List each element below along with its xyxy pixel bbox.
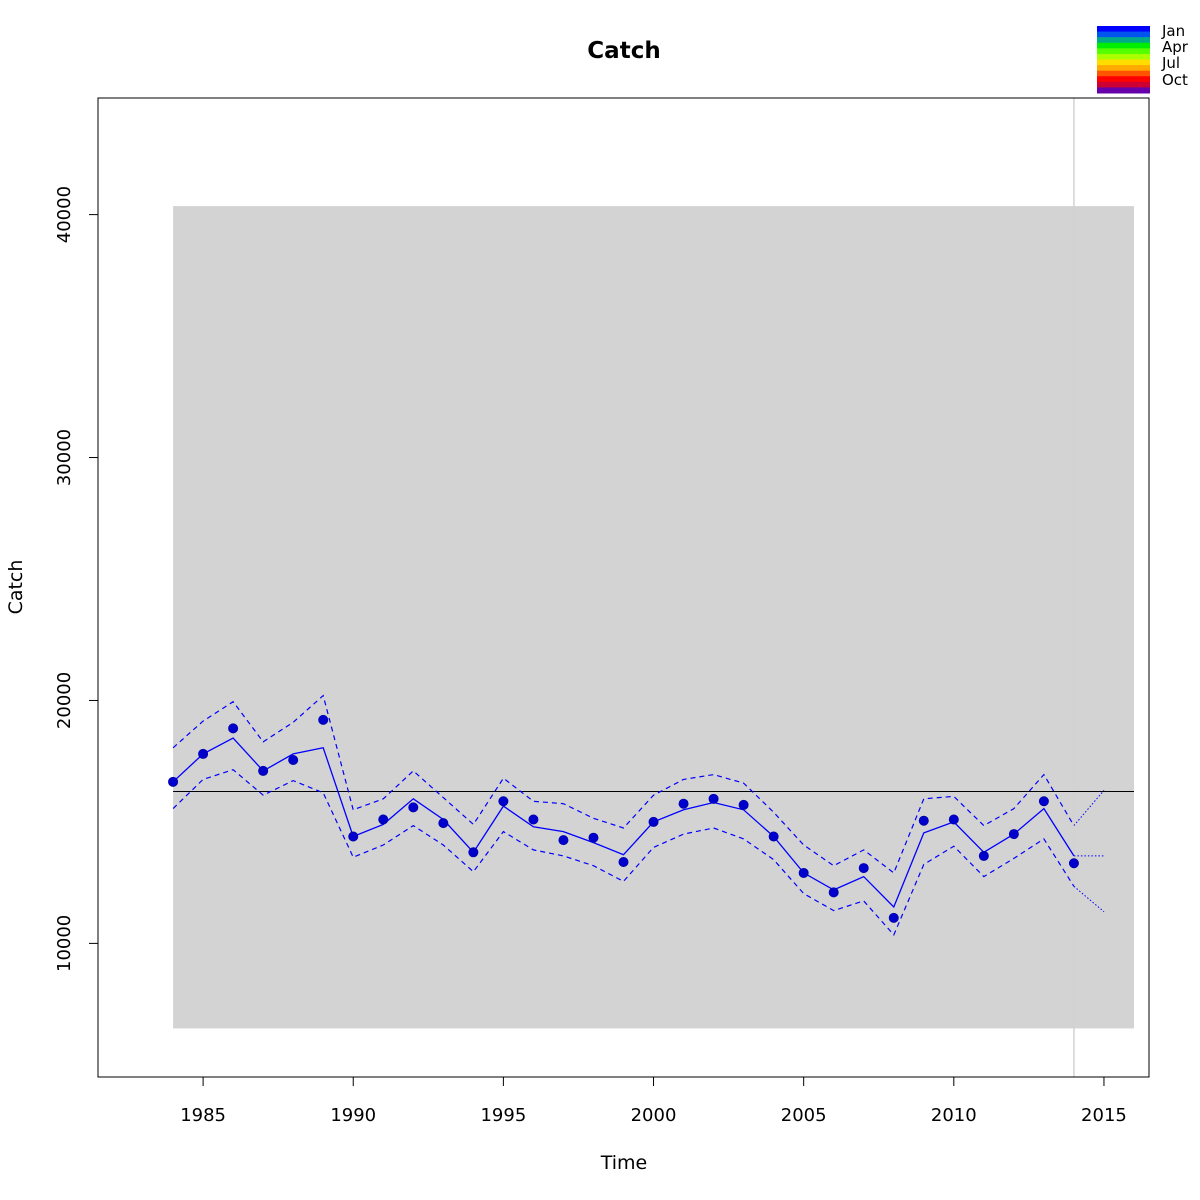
data-point bbox=[678, 798, 689, 809]
data-point bbox=[198, 748, 209, 759]
legend-label: Oct bbox=[1162, 71, 1188, 89]
x-tick-label: 1990 bbox=[330, 1105, 376, 1126]
y-tick-label: 40000 bbox=[54, 186, 75, 243]
data-point bbox=[738, 799, 749, 810]
x-tick-label: 1995 bbox=[480, 1105, 526, 1126]
legend-color-swatch bbox=[1097, 37, 1150, 44]
legend-color-swatch bbox=[1097, 53, 1150, 60]
legend-color-swatch bbox=[1097, 65, 1150, 72]
legend-color-swatch bbox=[1097, 48, 1150, 55]
y-tick-label: 20000 bbox=[54, 672, 75, 729]
y-axis-label: Catch bbox=[5, 560, 27, 615]
legend-color-swatch bbox=[1097, 26, 1150, 33]
x-tick-label: 1985 bbox=[180, 1105, 226, 1126]
data-point bbox=[588, 832, 599, 843]
lower-bound-line bbox=[172, 769, 1075, 937]
data-point bbox=[828, 887, 839, 898]
data-point bbox=[618, 857, 629, 868]
legend-color-swatch bbox=[1097, 42, 1150, 49]
upper-bound-line bbox=[172, 694, 1075, 874]
chart-title: Catch bbox=[587, 38, 660, 64]
data-point bbox=[918, 815, 929, 826]
x-axis-label: Time bbox=[600, 1152, 648, 1174]
data-point bbox=[888, 912, 899, 923]
data-point bbox=[318, 714, 329, 725]
data-point bbox=[1068, 858, 1079, 869]
x-tick-label: 2000 bbox=[631, 1105, 677, 1126]
plot-area: 1985 1990 1995 2000 2005 2010 2015 10000 20000 30… bbox=[54, 97, 1150, 1126]
legend-color-swatch bbox=[1097, 31, 1150, 38]
fitted-line bbox=[172, 737, 1075, 909]
legend-label: Apr bbox=[1162, 38, 1189, 56]
data-point bbox=[528, 814, 539, 825]
x-tick-label: 2005 bbox=[781, 1105, 827, 1126]
data-point bbox=[858, 863, 869, 874]
data-point bbox=[648, 816, 659, 827]
data-point bbox=[258, 765, 269, 776]
data-point bbox=[438, 818, 449, 829]
data-point bbox=[978, 850, 989, 861]
data-point bbox=[288, 754, 299, 765]
x-tick-label: 2015 bbox=[1081, 1105, 1127, 1126]
y-tick-label: 10000 bbox=[54, 915, 75, 972]
data-point bbox=[1008, 829, 1019, 840]
data-point bbox=[348, 831, 359, 842]
legend-color-swatch bbox=[1097, 76, 1150, 83]
legend-color-swatch bbox=[1097, 87, 1150, 94]
data-point bbox=[228, 723, 239, 734]
data-point bbox=[468, 847, 479, 858]
x-tick-label: 2010 bbox=[931, 1105, 977, 1126]
data-point bbox=[558, 835, 569, 846]
legend-label: Jan bbox=[1161, 22, 1185, 40]
legend-color-swatch bbox=[1097, 59, 1150, 66]
legend-label: Jul bbox=[1161, 54, 1180, 72]
shaded-band bbox=[173, 206, 1134, 1029]
legend-color-swatch bbox=[1097, 70, 1150, 77]
forecast-lower-line bbox=[1073, 885, 1105, 913]
legend-color-swatch bbox=[1097, 81, 1150, 88]
y-tick-label: 30000 bbox=[54, 429, 75, 486]
data-point bbox=[948, 814, 959, 825]
forecast-upper-line bbox=[1073, 789, 1105, 826]
data-point bbox=[498, 796, 509, 807]
data-point bbox=[378, 814, 389, 825]
data-point bbox=[1038, 796, 1049, 807]
data-point bbox=[708, 793, 719, 804]
data-point bbox=[408, 802, 419, 813]
data-point bbox=[768, 831, 779, 842]
data-point bbox=[798, 867, 809, 878]
data-point bbox=[168, 776, 179, 787]
